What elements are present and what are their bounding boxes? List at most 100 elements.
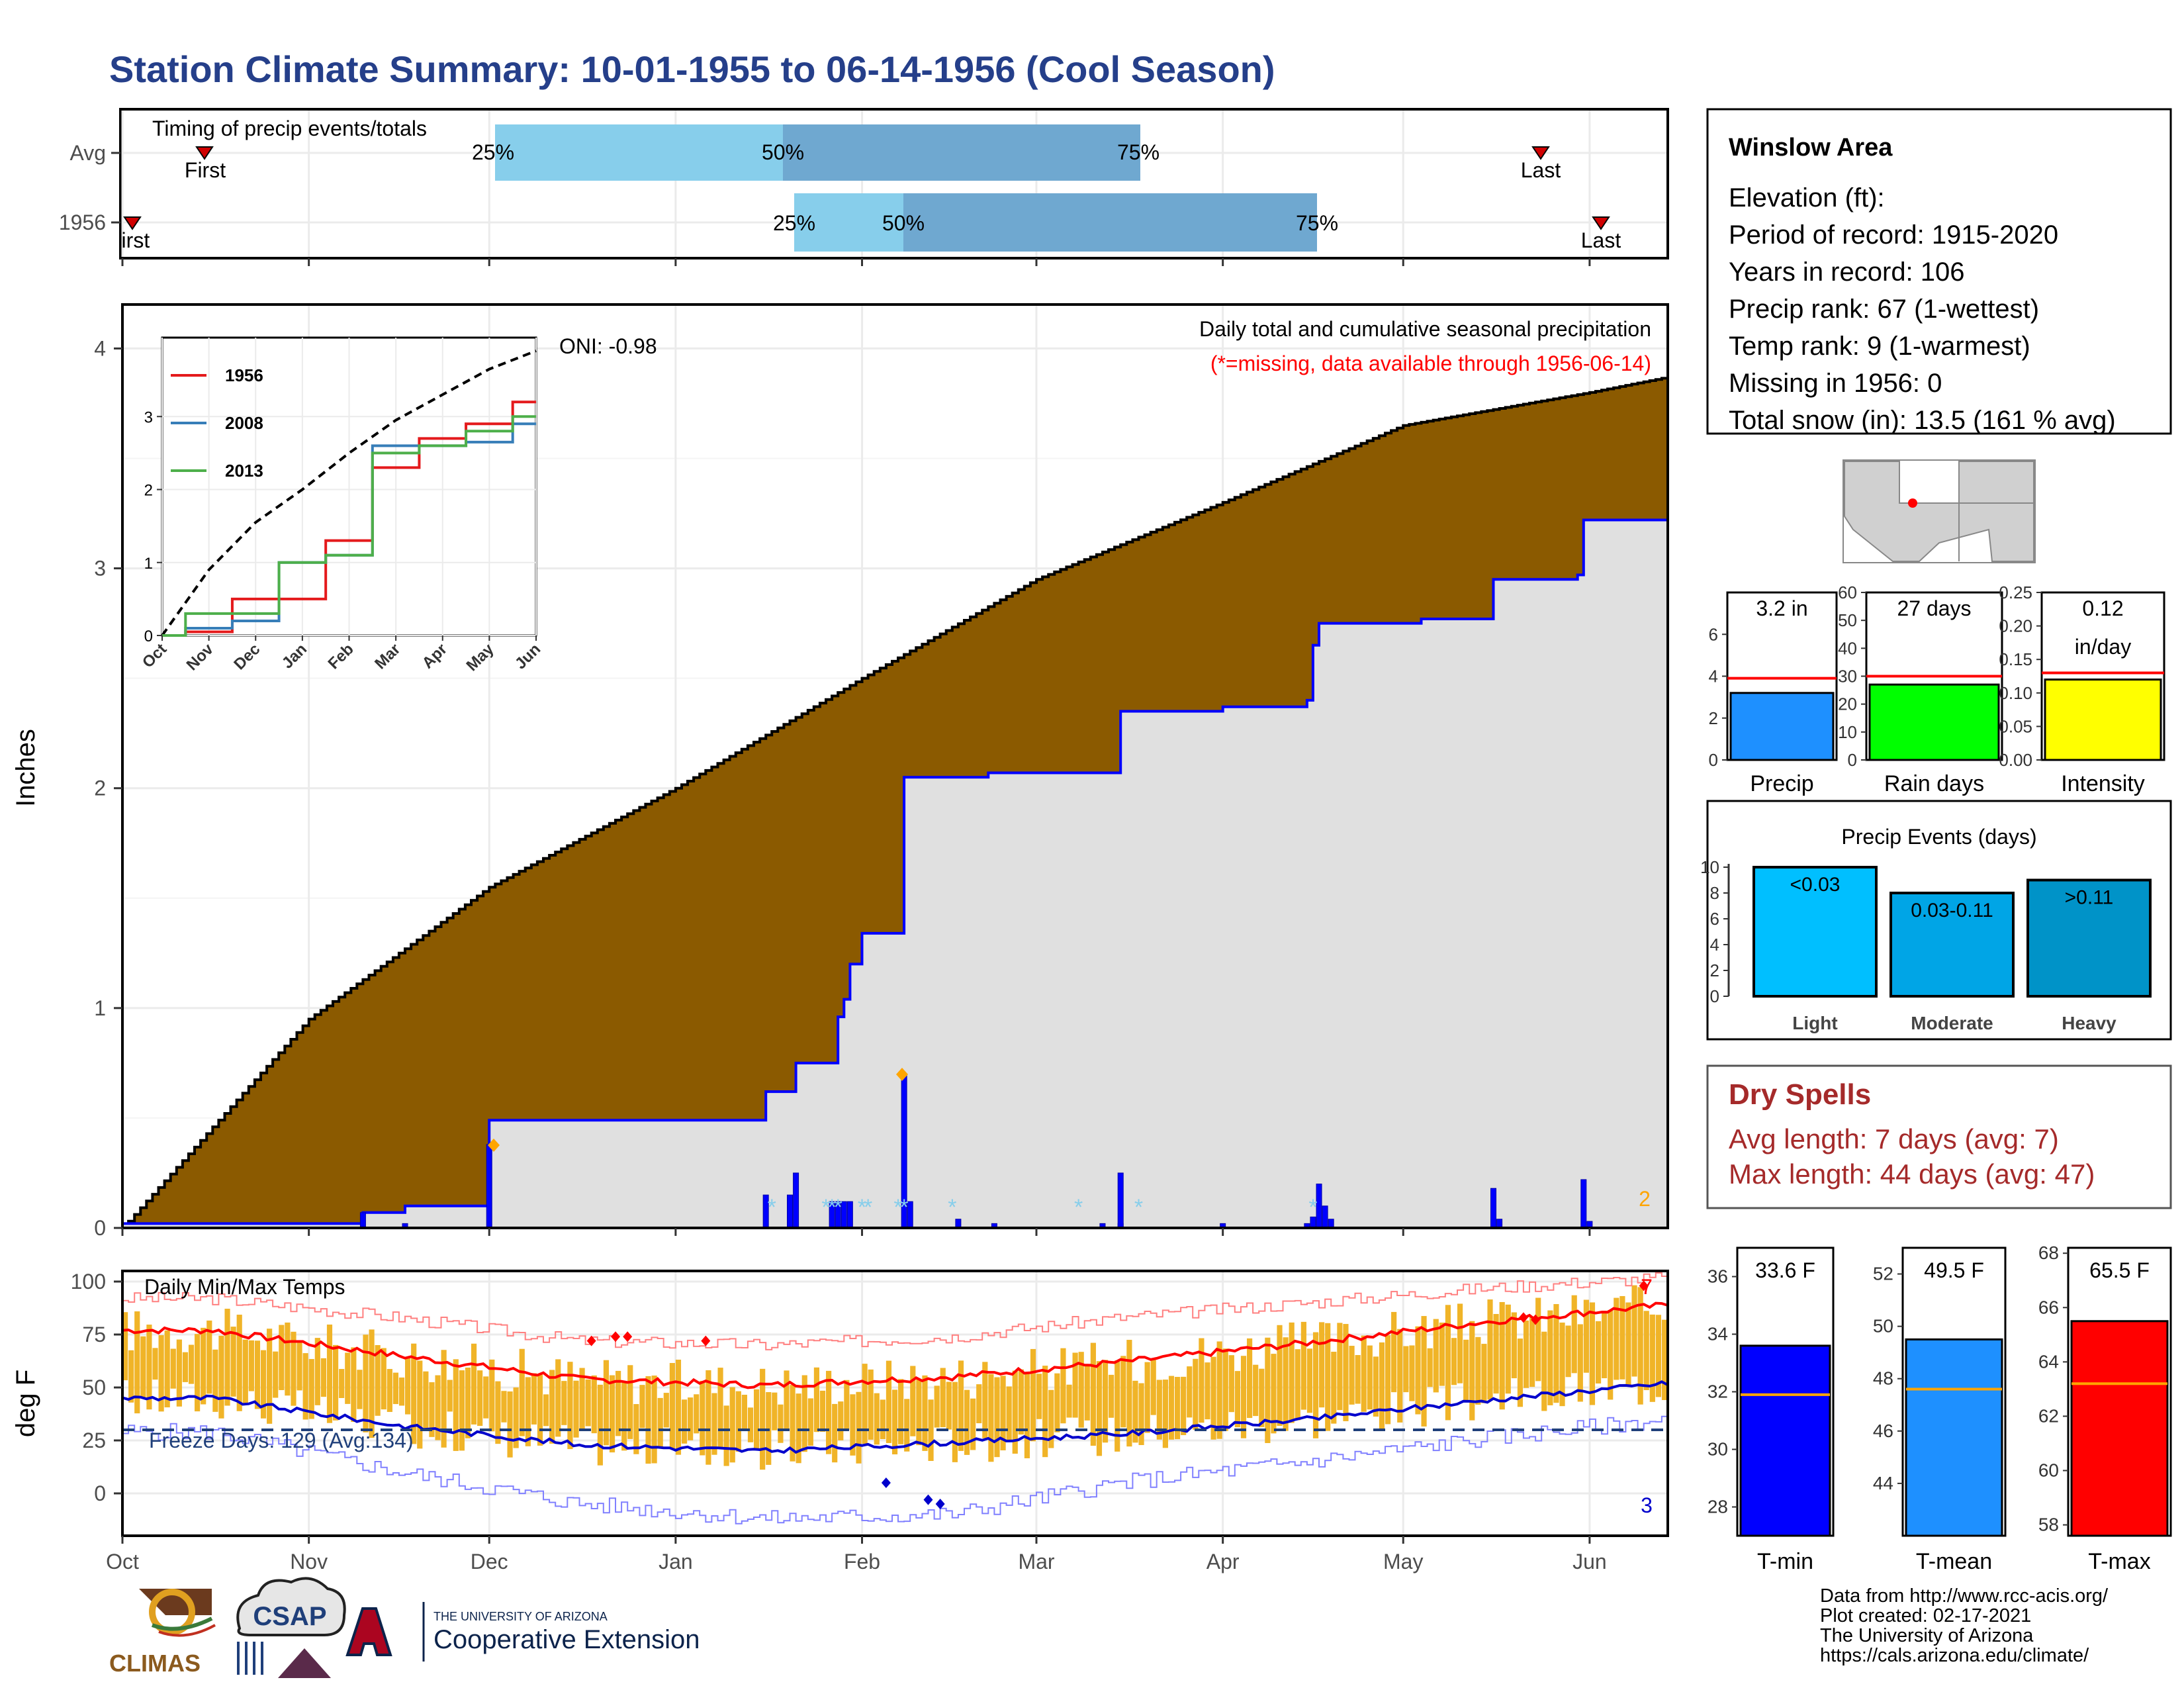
events-title: Precip Events (days) <box>1841 825 2036 849</box>
inset-y-tick: 2 <box>144 482 153 500</box>
temp-range-bar <box>1054 1373 1060 1432</box>
temp-range-bar <box>1109 1374 1115 1418</box>
temp-range-bar <box>477 1370 483 1426</box>
temp-range-bar <box>1193 1358 1199 1430</box>
temp-range-bar <box>164 1330 170 1408</box>
temp-range-bar <box>1559 1322 1565 1407</box>
temp-range-bar <box>1036 1374 1042 1419</box>
temp-range-bar <box>772 1392 778 1430</box>
temp-value-label: 65.5 F <box>2089 1258 2150 1282</box>
temp-range-bar <box>351 1347 357 1423</box>
avg-p50-label: 50% <box>762 140 804 164</box>
temp-value-bar <box>1739 1344 1831 1537</box>
temp-range-bar <box>1156 1380 1162 1440</box>
temp-range-bar <box>585 1379 591 1427</box>
temp-range-bar <box>134 1311 140 1414</box>
temp-y-tick: 46 <box>1873 1421 1893 1441</box>
inset-series-line <box>162 415 536 637</box>
precip-caption: Daily total and cumulative seasonal prec… <box>1199 317 1651 341</box>
temp-range-bar <box>1259 1368 1265 1427</box>
temp-range-bar <box>1649 1314 1655 1402</box>
temp-x-tick: Nov <box>290 1550 328 1573</box>
temp-range-bar <box>1619 1295 1625 1380</box>
temp-range-bar <box>1355 1355 1361 1404</box>
events-bar <box>2026 878 2152 998</box>
temp-range-bar <box>964 1389 970 1455</box>
missing-star: * <box>768 1195 776 1220</box>
mini-value-label: 27 days <box>1897 596 1971 620</box>
temp-range-bar <box>1469 1321 1475 1421</box>
daily-precip-bar <box>359 1212 366 1229</box>
oni-label: ONI: -0.98 <box>559 334 657 358</box>
yr-cumulative-area <box>121 518 1669 1229</box>
temp-y-tick: 44 <box>1873 1473 1893 1493</box>
temp-range-bar <box>218 1335 224 1419</box>
temp-range-bar <box>1565 1325 1571 1378</box>
inset-x-tick: Dec <box>230 640 263 673</box>
temp-y-tick: 36 <box>1707 1266 1728 1287</box>
footer-line-4: https://cals.arizona.edu/climate/ <box>1820 1645 2089 1666</box>
temp-range-bar <box>1379 1342 1385 1431</box>
temp-range-bar <box>735 1391 741 1452</box>
temp-range-bar <box>363 1335 369 1432</box>
temp-y-tick: 58 <box>2038 1515 2059 1535</box>
temp-range-bar <box>1072 1352 1078 1418</box>
missing-star: * <box>821 1195 830 1220</box>
temp-range-bar <box>1018 1369 1024 1435</box>
temp-range-bar <box>675 1359 682 1455</box>
temp-y-tick: 100 <box>71 1270 106 1293</box>
yr-first-label: First <box>109 228 150 252</box>
temp-range-bar <box>813 1367 820 1432</box>
record-diamond-dec <box>488 1139 500 1152</box>
inset-x-tick: Apr <box>419 640 451 672</box>
footer-line-3: The University of Arizona <box>1820 1625 2034 1646</box>
timing-panel: Timing of precip events/totals Avg 1956 … <box>59 108 1669 266</box>
temp-range-bar <box>417 1360 423 1449</box>
temp-range-bar <box>1030 1348 1036 1442</box>
avg-min-line <box>122 1380 1668 1454</box>
temp-range-bar <box>429 1382 435 1437</box>
yr-p50-label: 50% <box>882 211 925 235</box>
mini-y-tick: 40 <box>1838 638 1857 658</box>
temp-range-bar <box>633 1404 639 1454</box>
temp-range-bar <box>1271 1354 1277 1434</box>
temp-x-tick: Feb <box>844 1550 880 1573</box>
temp-y-tick: 32 <box>1707 1382 1728 1402</box>
mini-y-tick: 10 <box>1838 722 1857 742</box>
daily-precip-bar <box>1117 1172 1124 1229</box>
temp-range-bar <box>561 1381 567 1425</box>
temp-range-bar <box>1589 1302 1596 1405</box>
mini-value-label: 0.12 <box>2082 596 2123 620</box>
timing-row-avg-label: Avg <box>69 141 106 165</box>
temp-chart-label: T-max <box>2088 1549 2150 1574</box>
temp-range-bar <box>459 1370 465 1451</box>
temp-range-bar <box>1481 1344 1487 1403</box>
ua-small-text: THE UNIVERSITY OF ARIZONA <box>433 1610 608 1623</box>
temp-range-bar <box>1397 1329 1403 1423</box>
temp-range-bar <box>1138 1383 1144 1445</box>
daily-precip-bar <box>486 1144 492 1229</box>
temp-range-bar <box>224 1309 230 1406</box>
temp-range-bar <box>663 1393 669 1428</box>
avg-last-label: Last <box>1521 158 1561 182</box>
record-diamond-feb <box>896 1068 908 1081</box>
missing-markers: * *** ** ** * * * * <box>768 1195 1318 1220</box>
temp-y-tick: 50 <box>1873 1316 1893 1336</box>
events-y-tick: 10 <box>1700 857 1719 877</box>
temp-range-bar <box>856 1391 862 1464</box>
events-y-tick: 2 <box>1710 961 1719 980</box>
temp-range-bar <box>1643 1311 1649 1391</box>
events-range-label: 0.03-0.11 <box>1911 900 1993 921</box>
mini-chart-label: Intensity <box>2061 771 2145 796</box>
dry-spells-max: Max length: 44 days (avg: 47) <box>1729 1158 2095 1190</box>
events-bar <box>1752 866 1878 998</box>
record-low-count: 3 <box>1641 1493 1653 1517</box>
temp-x-tick: Jan <box>659 1550 693 1573</box>
temp-panel: 0 25 50 75 100 Oct Nov Dec Jan Feb Mar Apr May Jun d… <box>11 1270 1669 1573</box>
temp-y-tick: 60 <box>2038 1460 2059 1481</box>
temp-range-bar <box>988 1374 994 1462</box>
temp-range-bar <box>1205 1362 1210 1420</box>
info-temp-rank: Temp rank: 9 (1-warmest) <box>1729 332 2030 361</box>
temp-range-bar <box>1385 1335 1391 1425</box>
